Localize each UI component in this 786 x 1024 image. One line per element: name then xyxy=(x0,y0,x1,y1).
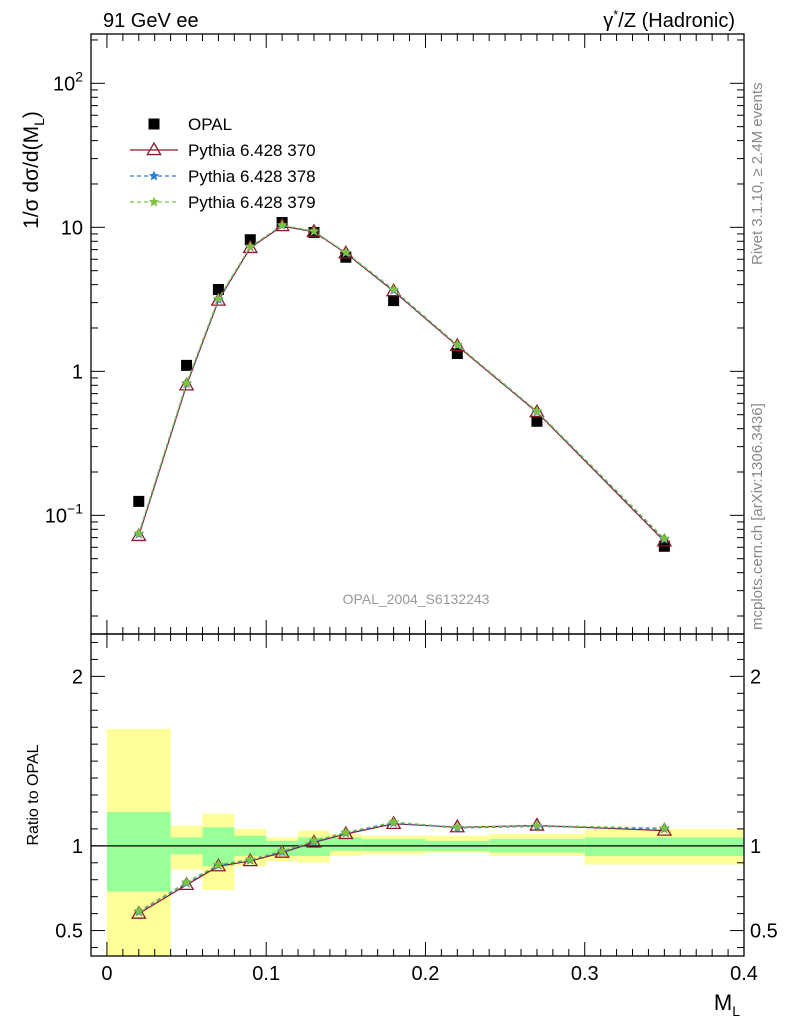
ratio-ytick-label: 0.5 xyxy=(55,921,83,943)
mc-point-triangle xyxy=(131,905,147,919)
mc-point-star xyxy=(148,170,160,181)
ratio-xlabel: ML xyxy=(714,990,740,1019)
mc-point-star xyxy=(452,339,463,350)
opal-data-point xyxy=(212,284,224,296)
ratio-ylabel: Ratio to OPAL xyxy=(25,744,42,845)
opal-data-point xyxy=(531,415,543,427)
ratio-ytick-label: 1 xyxy=(72,836,83,858)
ratio-ytick-label-right: 1 xyxy=(750,836,761,858)
legend: OPAL Pythia 6.428 370 Pythia 6.428 378 Pyth… xyxy=(130,115,316,212)
legend-label: Pythia 6.428 379 xyxy=(188,193,316,212)
main-ytick-label: 10 xyxy=(61,217,83,239)
mc-point-star xyxy=(181,876,192,887)
main-ylabel: 1/σ dσ/d(ML) xyxy=(20,111,47,229)
mc-point-star xyxy=(531,405,543,416)
ratio-frame xyxy=(90,633,745,957)
mc-point-triangle xyxy=(178,376,195,391)
mc-point-star xyxy=(213,293,224,304)
mc-point-star xyxy=(133,905,145,916)
main-ytick-label: 102 xyxy=(53,68,83,95)
xtick-label: 0.2 xyxy=(412,963,440,985)
main-ytick-label: 1 xyxy=(72,361,83,383)
mc-point-star xyxy=(388,816,399,827)
mc-point-star xyxy=(213,858,224,869)
mc-point-star xyxy=(133,527,145,538)
mc-point-triangle xyxy=(131,527,147,542)
opal-data-point xyxy=(388,295,400,307)
stat-uncertainty-band xyxy=(329,837,362,851)
mc-point-star xyxy=(245,853,256,864)
mc-point-star xyxy=(245,241,256,252)
stat-uncertainty-band xyxy=(361,839,426,851)
opal-data-point xyxy=(451,347,463,359)
series-line xyxy=(138,224,665,540)
mc-point-star xyxy=(659,822,670,833)
rivet-label: Rivet 3.1.10, ≥ 2.4M events xyxy=(749,83,766,266)
legend-label: Pythia 6.428 378 xyxy=(188,167,316,186)
stat-uncertainty-band xyxy=(106,811,171,892)
main-ytick-label: 10−1 xyxy=(45,500,83,527)
header-left: 91 GeV ee xyxy=(103,10,199,32)
opal-data-point xyxy=(181,359,193,371)
mc-point-star xyxy=(388,284,399,294)
ratio-bands xyxy=(91,728,744,956)
main-series xyxy=(131,217,673,552)
mc-point-triangle xyxy=(146,141,162,156)
legend-label: OPAL xyxy=(188,115,232,134)
xtick-label: 0.3 xyxy=(571,963,599,985)
mc-point-star xyxy=(340,826,352,837)
ratio-ytick-label-right: 2 xyxy=(750,666,761,688)
mc-point-star xyxy=(308,835,320,846)
legend-label: Pythia 6.428 370 xyxy=(188,141,316,160)
mcplots-label: mcplots.cern.ch [arXiv:1306.3436] xyxy=(749,403,766,630)
mc-point-star xyxy=(148,196,160,207)
mc-point-star xyxy=(531,820,543,830)
mc-point-triangle xyxy=(656,533,673,547)
opal-data-point xyxy=(133,495,145,507)
series-line xyxy=(138,224,665,539)
mc-point-star xyxy=(181,377,192,388)
xtick-label: 0.4 xyxy=(730,963,758,985)
xtick-label: 0.1 xyxy=(252,963,280,985)
mc-point-star xyxy=(308,225,320,236)
opal-data-point xyxy=(148,118,160,130)
header-right: γ*/Z (Hadronic) xyxy=(603,7,735,32)
mc-point-star xyxy=(340,246,352,257)
analysis-watermark: OPAL_2004_S6132243 xyxy=(343,591,490,607)
mc-point-star xyxy=(452,821,463,832)
series-line xyxy=(138,225,665,542)
mc-point-star xyxy=(276,219,288,230)
axes: 102 10 1 10−1 0 0.1 0.2 0.3 0.4 0.5 0.5 1 1 2 2 xyxy=(45,33,778,985)
xtick-label: 0 xyxy=(101,963,112,985)
ratio-series xyxy=(131,815,673,919)
ratio-ytick-label-right: 0.5 xyxy=(750,921,778,943)
mc-point-star xyxy=(276,845,288,856)
ratio-ytick-label: 2 xyxy=(72,666,83,688)
mc-point-star xyxy=(659,533,670,543)
stat-uncertainty-band xyxy=(584,837,744,857)
